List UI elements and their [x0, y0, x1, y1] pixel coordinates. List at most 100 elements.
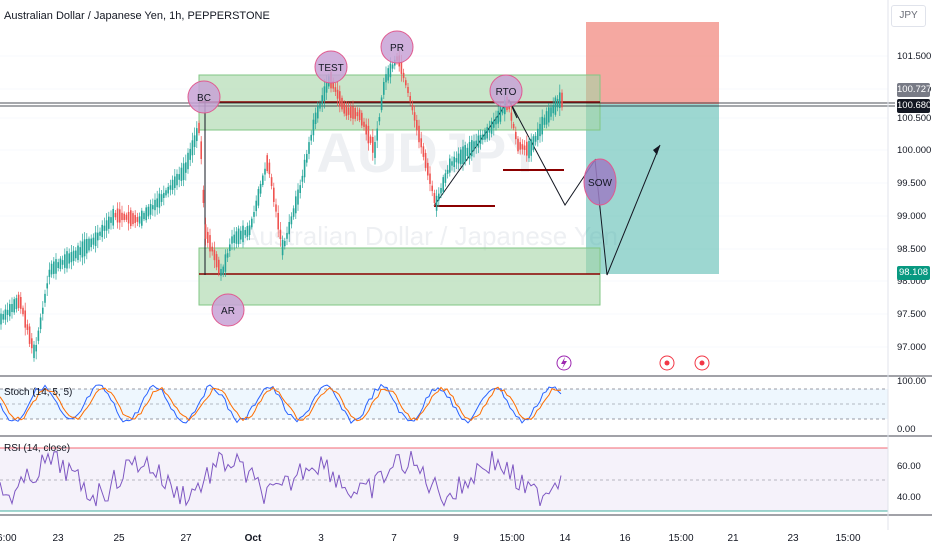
rto-marker[interactable]: RTO — [489, 74, 523, 108]
candle-body — [479, 134, 482, 144]
candle-body — [209, 235, 211, 252]
candle-body — [442, 177, 444, 192]
candle-body — [277, 212, 279, 230]
candle-body — [286, 232, 288, 239]
candle-body — [207, 231, 209, 243]
candle-body — [306, 153, 308, 163]
candle-body — [193, 135, 196, 148]
candle-body — [152, 205, 154, 210]
lower-range-zone[interactable] — [198, 247, 601, 306]
candle-body — [312, 119, 315, 136]
candle-body — [242, 225, 244, 243]
time-tick: 23 — [52, 533, 64, 544]
candle-body — [453, 156, 455, 167]
candle-body — [332, 81, 334, 89]
candle-body — [486, 127, 488, 139]
candle-body — [94, 232, 97, 247]
candle-body — [108, 216, 110, 229]
time-tick: 16 — [619, 533, 631, 544]
event-dot-icon-2[interactable] — [694, 355, 710, 371]
rsi-line[interactable] — [0, 450, 562, 507]
candle-body — [11, 304, 13, 312]
candle-body — [268, 162, 271, 175]
candle-body — [240, 230, 242, 240]
event-dot-icon-1[interactable] — [659, 355, 675, 371]
rsi-legend[interactable]: RSI (14, close) — [4, 443, 71, 454]
candle-body — [374, 142, 376, 158]
stop-loss-zone[interactable] — [586, 22, 719, 104]
candle-body — [317, 105, 319, 119]
candle-body — [314, 112, 317, 125]
candle-body — [101, 224, 103, 238]
time-tick: Oct — [245, 533, 262, 544]
test-marker[interactable]: TEST — [314, 50, 348, 84]
candle-body — [482, 134, 484, 140]
candle-body — [185, 162, 187, 173]
candle-body — [17, 294, 20, 309]
candle-body — [46, 283, 48, 289]
bc-label: BC — [197, 93, 211, 104]
candle-body — [336, 89, 339, 99]
stoch-d-line[interactable] — [0, 386, 562, 422]
candle-body — [391, 64, 394, 69]
candle-body — [310, 134, 312, 141]
time-axis[interactable]: 16:00 23 25 27 Oct 3 7 9 15:00 14 16 15:00 21 23 15:00 — [0, 533, 861, 544]
candle-body — [147, 206, 150, 217]
sow-marker[interactable]: SOW — [583, 158, 617, 206]
candle-body — [79, 247, 81, 255]
candle-body — [105, 220, 108, 231]
candle-body — [257, 189, 260, 206]
candle-body — [231, 236, 233, 244]
candle-body — [22, 307, 24, 315]
stoch-tick-100: 100.00 — [897, 376, 926, 387]
time-tick: 16:00 — [0, 533, 17, 544]
candle-body — [26, 324, 29, 330]
candle-body — [521, 144, 524, 150]
candle-body — [77, 245, 79, 260]
candle-body — [499, 105, 502, 122]
pr-label: PR — [390, 43, 404, 54]
ar-marker[interactable]: AR — [211, 293, 245, 327]
time-tick: 9 — [453, 533, 459, 544]
candlestick-series[interactable] — [0, 50, 563, 362]
candle-body — [246, 226, 249, 237]
candle-body — [376, 128, 378, 141]
candle-body — [405, 80, 407, 86]
candle-body — [55, 259, 57, 274]
candle-body — [510, 112, 513, 121]
candle-body — [528, 140, 530, 159]
candle-body — [361, 112, 363, 126]
time-tick: 23 — [787, 533, 799, 544]
bc-marker[interactable]: BC — [187, 80, 221, 114]
candle-body — [517, 138, 519, 152]
candle-body — [171, 179, 174, 190]
candle-body — [68, 253, 70, 264]
candle-body — [213, 249, 216, 261]
currency-selector[interactable]: JPY — [891, 5, 926, 27]
symbol-title[interactable]: Australian Dollar / Japanese Yen, 1h, PE… — [4, 10, 270, 22]
candle-body — [37, 330, 40, 341]
stoch-tick-0: 0.00 — [897, 424, 916, 435]
candle-body — [200, 141, 202, 160]
candle-body — [418, 125, 420, 143]
time-tick: 15:00 — [499, 533, 524, 544]
candle-body — [523, 145, 526, 150]
candle-body — [297, 189, 299, 205]
stoch-legend[interactable]: Stoch (14, 5, 5) — [4, 387, 73, 398]
candle-body — [145, 207, 147, 221]
pr-marker[interactable]: PR — [380, 30, 414, 64]
candle-body — [552, 104, 554, 114]
candle-body — [33, 344, 35, 359]
candle-body — [550, 107, 552, 117]
candle-body — [455, 158, 458, 163]
stoch-k-line[interactable] — [0, 383, 562, 424]
lightning-icon[interactable] — [556, 355, 572, 371]
candle-body — [211, 246, 213, 252]
candle-body — [279, 229, 282, 240]
candle-body — [134, 215, 136, 223]
candle-body — [114, 212, 117, 218]
price-tick: 99.500 — [897, 178, 926, 189]
candle-body — [28, 326, 31, 344]
